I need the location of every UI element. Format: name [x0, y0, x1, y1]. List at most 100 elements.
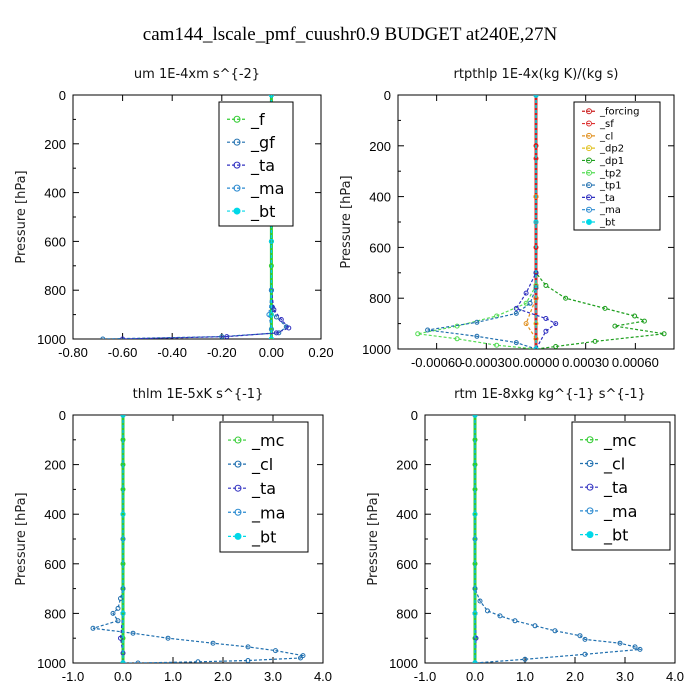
chart-panel: rtpthlp 1E-4x(kg K)/(kg s) 0 200 400 600 800 1… [339, 67, 675, 370]
y-tick-label: 0 [59, 88, 66, 103]
series-point [266, 312, 272, 318]
legend-label: _bt [251, 527, 276, 547]
series-point [661, 331, 667, 337]
series-point [115, 618, 121, 624]
series-point [268, 336, 274, 339]
series-point [474, 333, 480, 339]
legend-label: _bt [250, 202, 275, 222]
series-point [632, 644, 638, 650]
legend-label: _ta [251, 479, 276, 499]
y-tick-label: 600 [369, 240, 391, 255]
x-tick-label: 0.00000 [513, 355, 560, 370]
series-point [513, 305, 519, 311]
legend-marker [586, 157, 592, 164]
y-tick-label: 400 [369, 190, 391, 205]
x-tick-label: 0.0 [114, 669, 132, 684]
y-tick-label: 1000 [37, 656, 66, 671]
x-tick-label: 0.0 [466, 669, 484, 684]
legend-label: _cl [599, 131, 613, 142]
series-point [532, 623, 538, 629]
y-axis-label: Pressure [hPa] [14, 170, 29, 263]
series-point [425, 327, 431, 333]
series-point [415, 331, 421, 337]
series-point [527, 300, 533, 306]
legend-marker [233, 184, 241, 192]
x-tick-label: -0.20 [207, 345, 237, 360]
legend-label: _f [250, 110, 265, 130]
legend-label: _ta [250, 156, 275, 176]
legend-label: _gf [250, 133, 275, 153]
series-point [513, 340, 519, 346]
series-point [120, 660, 126, 663]
legend-label: _ma [250, 179, 284, 199]
series-point [553, 321, 559, 327]
series-point [563, 295, 569, 301]
y-tick-label: 1000 [362, 342, 391, 357]
legend-box [571, 421, 671, 551]
series-point [533, 194, 539, 200]
y-tick-label: 1000 [37, 332, 66, 347]
y-tick-label: 800 [369, 291, 391, 306]
series-point [268, 95, 274, 98]
series-point [512, 618, 518, 624]
series-point [637, 646, 643, 652]
series-point [268, 312, 274, 318]
series-point [552, 628, 558, 634]
series-point [602, 305, 608, 311]
series-point [195, 659, 201, 663]
series-point [120, 511, 126, 517]
legend-marker [234, 436, 242, 444]
series-point [278, 317, 284, 322]
chart-panel: um 1E-4xm s^{-2} 0 200 400 600 800 1000-0.80 -0… [14, 67, 334, 360]
series-point [477, 598, 483, 604]
series-point [523, 290, 529, 296]
x-tick-label: 1.0 [164, 669, 182, 684]
series-point [472, 610, 478, 616]
legend-label: _bt [603, 526, 628, 546]
legend-marker [586, 507, 594, 515]
x-tick-label: 0.20 [308, 345, 333, 360]
legend-label: _tp2 [599, 168, 622, 179]
x-tick-label: 3.0 [264, 669, 282, 684]
y-tick-label: 600 [396, 557, 418, 572]
series-point [612, 323, 618, 329]
y-tick-label: 800 [44, 606, 66, 621]
x-tick-label: -1.0 [62, 669, 84, 684]
series-point [120, 610, 126, 616]
series-point [120, 336, 126, 339]
series-point [533, 346, 539, 349]
x-tick-label: -1.0 [414, 669, 436, 684]
series-point [286, 325, 292, 331]
legend-label: _ma [251, 503, 285, 523]
legend-label: _ma [599, 205, 621, 216]
x-tick-label: -0.80 [58, 345, 88, 360]
series-point [245, 658, 251, 663]
legend-marker [233, 161, 241, 169]
x-tick-label: 0.00060 [612, 355, 659, 370]
series-point [582, 651, 588, 657]
legend-label: _cl [603, 454, 625, 474]
series-point [543, 283, 549, 288]
series-point [543, 328, 549, 334]
series-point [100, 336, 106, 339]
x-tick-label: 0.00030 [562, 355, 609, 370]
x-tick-label: -0.00060 [411, 355, 462, 370]
panel-title: thlm 1E-5xK s^{-1} [133, 387, 264, 402]
x-tick-label: -0.40 [157, 345, 187, 360]
series-point [533, 95, 539, 98]
series-point [135, 660, 141, 663]
legend-box [219, 421, 309, 553]
series-point [130, 630, 136, 636]
legend-label: _cl [251, 455, 273, 475]
legend-marker [586, 182, 592, 189]
legend-marker [586, 459, 594, 467]
legend-marker [586, 531, 594, 539]
series-point [224, 334, 230, 339]
series-point [165, 635, 171, 641]
series-point [472, 511, 478, 517]
legend-marker [586, 436, 594, 444]
legend-marker [586, 194, 592, 201]
legend-marker [234, 484, 242, 492]
series-point [543, 316, 549, 321]
y-axis-label: Pressure [hPa] [339, 175, 354, 268]
